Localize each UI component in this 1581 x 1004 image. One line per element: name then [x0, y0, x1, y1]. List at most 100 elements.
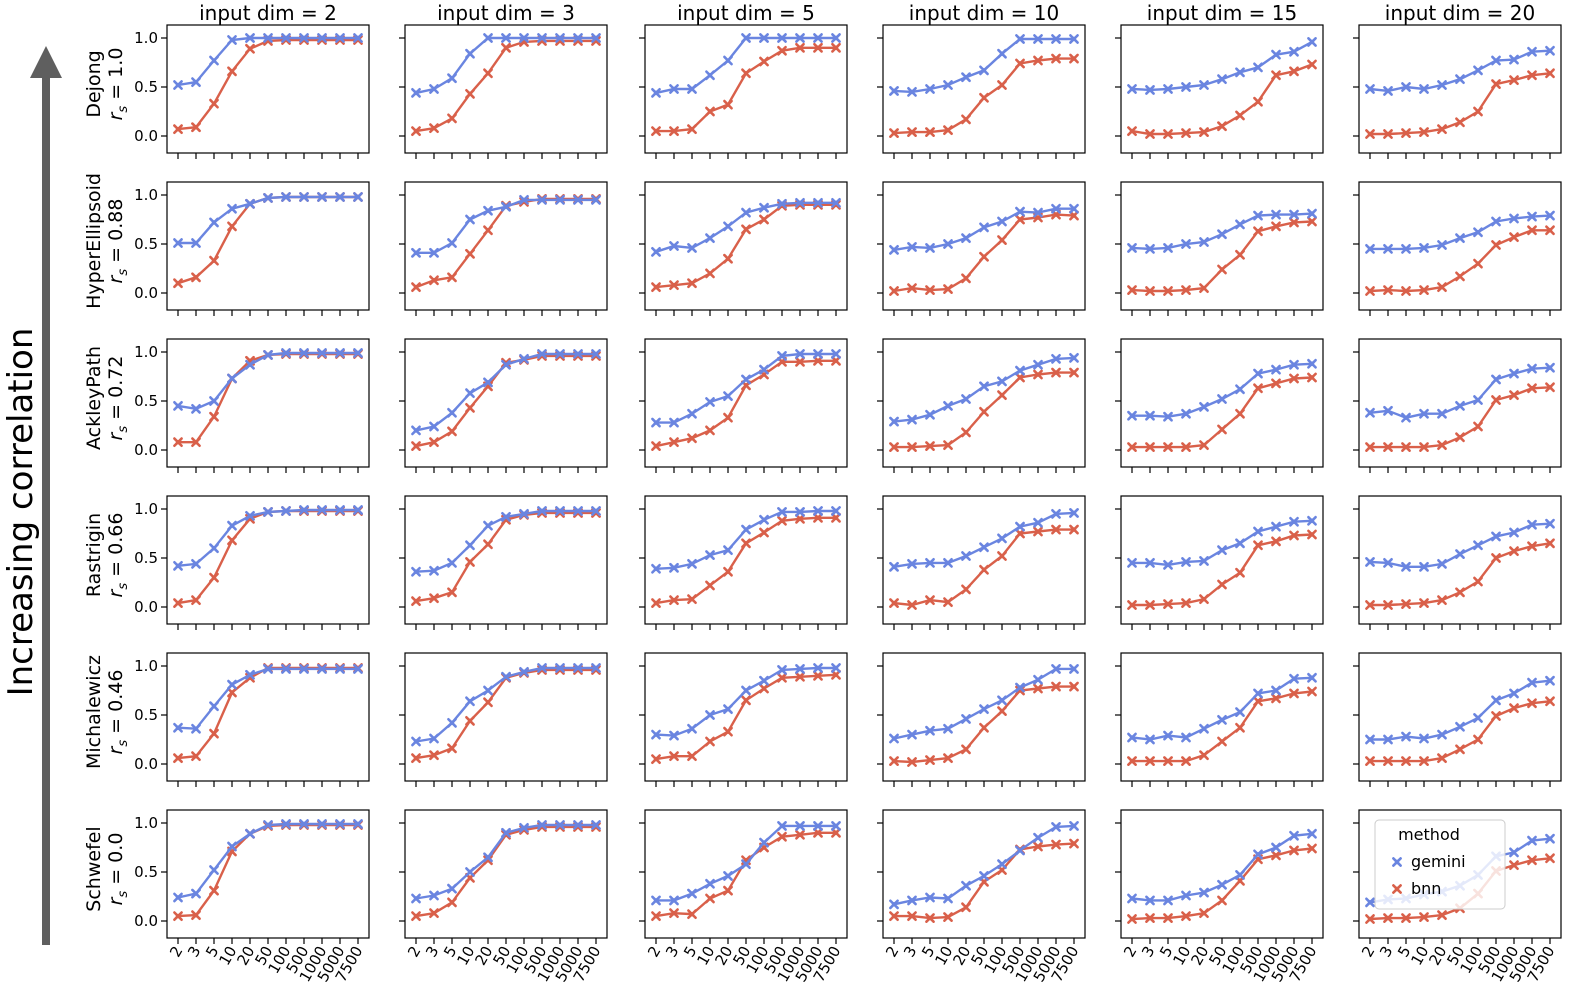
point-bnn-core — [1547, 856, 1553, 861]
point-bnn-core — [945, 755, 951, 761]
point-gemini-core — [743, 35, 749, 41]
point-gemini-core — [707, 552, 713, 558]
point-gemini-core — [1291, 676, 1297, 681]
point-gemini-core — [671, 733, 677, 738]
point-gemini-core — [1183, 735, 1189, 740]
point-gemini-core — [909, 244, 915, 250]
point-gemini-core — [1529, 214, 1535, 219]
point-gemini-core — [1511, 530, 1517, 535]
row-correlation: rs = 0.88 — [105, 199, 131, 284]
panel-frame — [404, 652, 608, 782]
point-gemini-core — [1309, 675, 1315, 680]
point-bnn-core — [909, 129, 915, 135]
point-gemini-core — [193, 406, 199, 412]
point-gemini-core — [945, 896, 951, 901]
point-bnn-core — [815, 45, 821, 50]
point-gemini-core — [431, 250, 437, 256]
point-gemini-core — [1053, 666, 1059, 672]
point-bnn-core — [689, 436, 695, 441]
point-bnn-core — [1367, 131, 1373, 137]
y-tick-label: 0.5 — [134, 863, 158, 881]
point-bnn-core — [1309, 689, 1315, 694]
point-bnn-core — [485, 228, 491, 233]
point-bnn-core — [1273, 539, 1279, 544]
point-gemini-core — [815, 351, 821, 357]
point-gemini-core — [539, 665, 545, 671]
panel: 0.0 0.5 1.0 — [134, 652, 370, 787]
point-gemini-core — [247, 35, 253, 41]
point-gemini-core — [833, 351, 839, 357]
point-bnn-core — [1291, 848, 1297, 853]
point-gemini-core — [1035, 835, 1041, 840]
point-bnn-core — [1385, 131, 1391, 137]
point-bnn-core — [1421, 914, 1427, 920]
point-gemini-core — [593, 351, 599, 357]
corr-subscript: s — [116, 269, 131, 276]
point-gemini-core — [449, 720, 455, 726]
point-gemini-core — [1511, 850, 1517, 855]
point-bnn-core — [485, 542, 491, 547]
point-bnn-core — [1183, 444, 1189, 450]
point-gemini-core — [355, 666, 361, 672]
row-function-name: Michalewicz — [83, 655, 105, 769]
row-function-name: Dejong — [83, 50, 105, 117]
column-title: input dim = 2 — [199, 1, 337, 25]
point-gemini-core — [963, 235, 969, 241]
point-bnn-core — [1165, 288, 1171, 294]
point-bnn-core — [743, 541, 749, 546]
row-correlation: rs = 0.66 — [105, 513, 131, 598]
point-bnn-core — [1237, 570, 1243, 575]
point-gemini-core — [909, 732, 915, 737]
point-gemini-core — [963, 396, 969, 402]
point-gemini-core — [1547, 521, 1553, 526]
point-gemini-core — [1071, 206, 1077, 211]
panel: 0.0 0.5 1.0 — [134, 338, 370, 473]
point-bnn-core — [1385, 444, 1391, 450]
point-bnn-core — [725, 888, 731, 893]
point-gemini-core — [833, 35, 839, 41]
point-bnn-core — [981, 409, 987, 414]
point-gemini-core — [797, 509, 803, 515]
panel — [877, 181, 1086, 316]
row-label-group: Schwefel rs = 0.0 — [83, 826, 131, 911]
point-gemini-core — [707, 712, 713, 718]
point-gemini-core — [467, 699, 473, 704]
point-bnn-core — [833, 45, 839, 50]
point-gemini-core — [725, 706, 731, 712]
point-bnn-core — [413, 755, 419, 761]
point-gemini-core — [319, 507, 325, 513]
point-gemini-core — [761, 35, 767, 41]
point-gemini-core — [431, 736, 437, 741]
point-gemini-core — [431, 893, 437, 898]
point-gemini-core — [1129, 413, 1135, 418]
point-bnn-core — [1475, 579, 1481, 584]
point-bnn-core — [431, 125, 437, 131]
row-label-group: HyperEllipsoid rs = 0.88 — [83, 173, 131, 309]
point-gemini-core — [1439, 411, 1445, 416]
point-gemini-core — [283, 194, 289, 200]
point-bnn-core — [1129, 287, 1135, 293]
point-bnn-core — [1053, 370, 1059, 375]
point-bnn-core — [1219, 267, 1225, 272]
point-bnn-core — [413, 913, 419, 919]
point-gemini-core — [1165, 245, 1171, 251]
point-bnn-core — [1475, 109, 1481, 114]
point-gemini-core — [319, 666, 325, 672]
point-gemini-core — [945, 82, 951, 88]
panel-frame — [644, 652, 848, 782]
point-bnn-core — [891, 758, 897, 764]
panel-frame — [166, 809, 370, 939]
point-gemini-core — [1255, 691, 1261, 696]
corr-subscript: s — [116, 426, 131, 433]
point-bnn-core — [1165, 601, 1171, 607]
point-bnn-core — [1147, 602, 1153, 608]
point-bnn-core — [891, 288, 897, 294]
panel-frame — [1120, 652, 1324, 782]
point-gemini-core — [247, 362, 253, 367]
y-tick-label: 0.0 — [134, 284, 158, 302]
point-gemini-core — [1385, 560, 1391, 566]
point-gemini-core — [301, 350, 307, 356]
point-bnn-core — [1147, 758, 1153, 764]
point-bnn-core — [761, 59, 767, 64]
